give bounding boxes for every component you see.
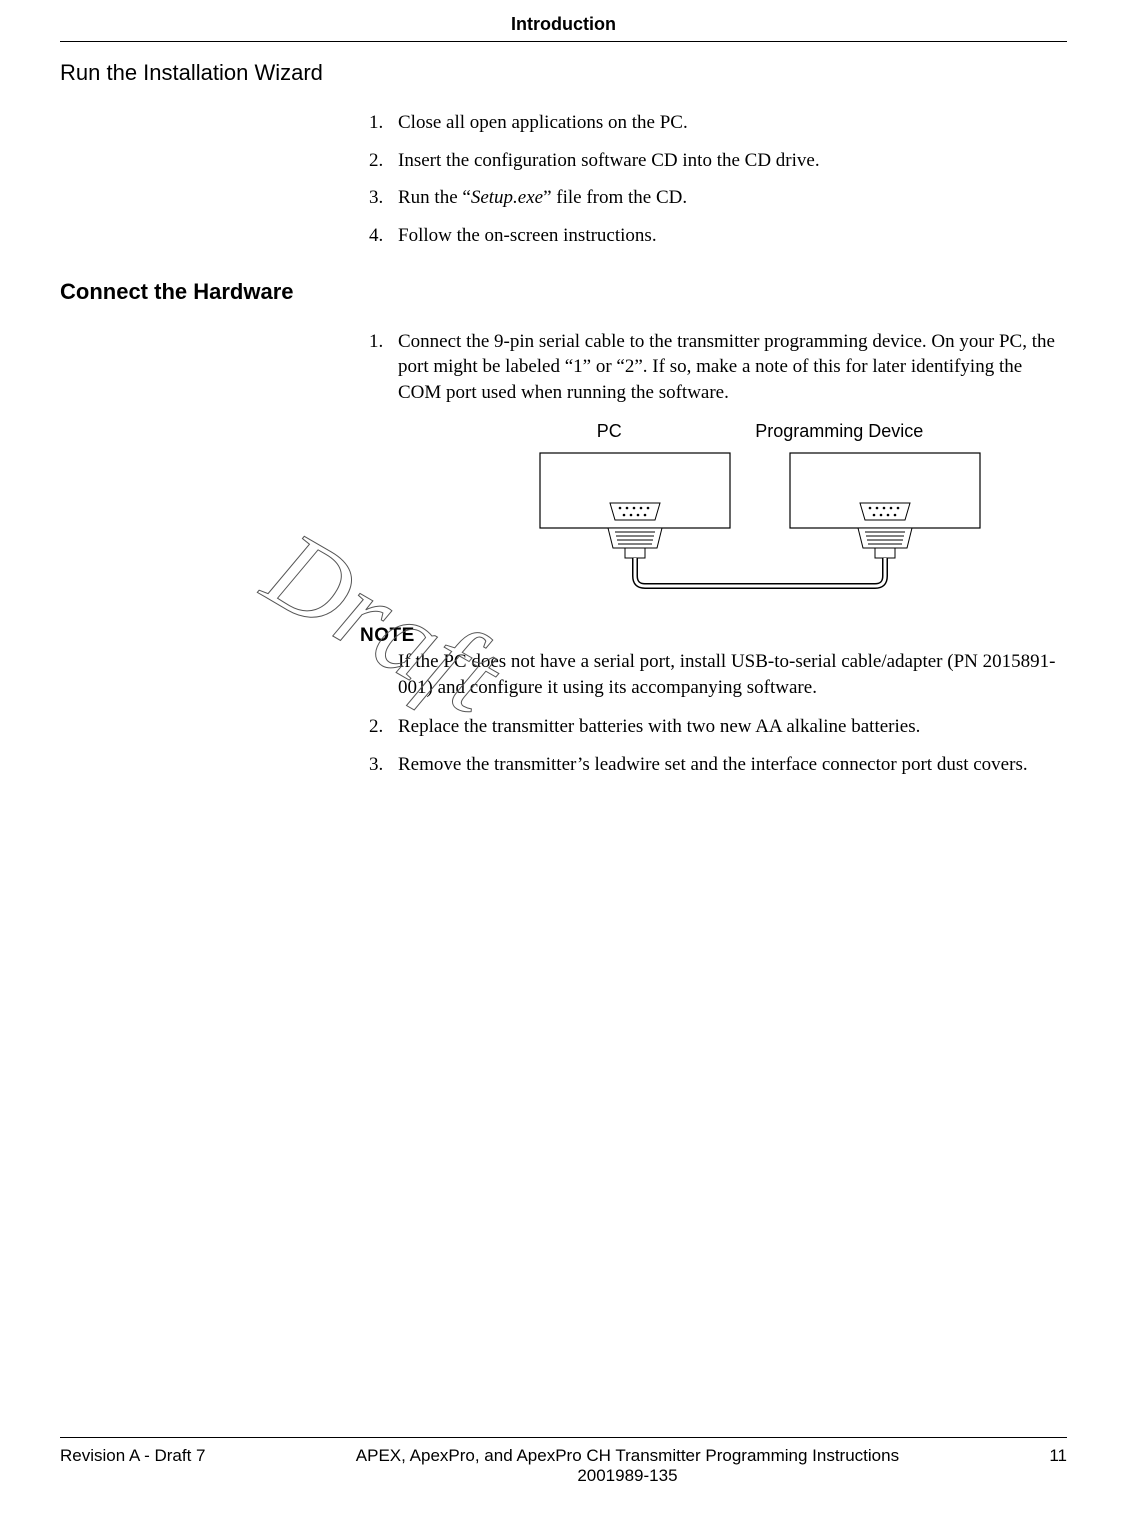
footer-center: APEX, ApexPro, and ApexPro CH Transmitte… xyxy=(206,1446,1050,1486)
connection-diagram: PC Programming Device xyxy=(530,419,990,605)
footer-center-line2: 2001989-135 xyxy=(206,1466,1050,1486)
diagram-label-programming-device: Programming Device xyxy=(755,419,923,443)
footer-center-line1: APEX, ApexPro, and ApexPro CH Transmitte… xyxy=(206,1446,1050,1466)
page: Introduction Run the Installation Wizard… xyxy=(0,0,1127,1514)
run-wizard-step-1: Close all open applications on the PC. xyxy=(388,110,1060,136)
page-footer: Revision A - Draft 7 APEX, ApexPro, and … xyxy=(60,1437,1067,1486)
connect-hw-steps-continued: Replace the transmitter batteries with t… xyxy=(360,714,1060,777)
run-wizard-step-4: Follow the on-screen instructions. xyxy=(388,223,1060,249)
run-wizard-steps: Close all open applications on the PC. I… xyxy=(360,110,1060,249)
connect-hw-body: Connect the 9-pin serial cable to the tr… xyxy=(360,329,1060,778)
footer-rule xyxy=(60,1437,1067,1438)
setup-exe-term: Setup.exe xyxy=(471,187,543,208)
run-wizard-step-3: Run the “Setup.exe” file from the CD. xyxy=(388,185,1060,211)
connect-hw-step-3: Remove the transmitter’s leadwire set an… xyxy=(388,752,1060,778)
run-wizard-body: Close all open applications on the PC. I… xyxy=(360,110,1060,249)
footer-left: Revision A - Draft 7 xyxy=(60,1446,206,1466)
diagram-label-pc: PC xyxy=(597,419,622,443)
connect-hw-step-1: Connect the 9-pin serial cable to the tr… xyxy=(388,329,1060,406)
header-rule xyxy=(60,41,1067,42)
connect-hw-steps: Connect the 9-pin serial cable to the tr… xyxy=(360,329,1060,406)
section-heading-connect-hardware: Connect the Hardware xyxy=(60,279,1067,305)
page-header-title: Introduction xyxy=(60,0,1067,41)
note-body: If the PC does not have a serial port, i… xyxy=(398,649,1060,700)
connect-hw-step-2: Replace the transmitter batteries with t… xyxy=(388,714,1060,740)
footer-page-number: 11 xyxy=(1049,1446,1067,1466)
note-label: NOTE xyxy=(360,623,1060,649)
connection-diagram-svg xyxy=(530,448,990,598)
run-wizard-step-2: Insert the configuration software CD int… xyxy=(388,148,1060,174)
section-heading-run-wizard: Run the Installation Wizard xyxy=(60,60,1067,86)
